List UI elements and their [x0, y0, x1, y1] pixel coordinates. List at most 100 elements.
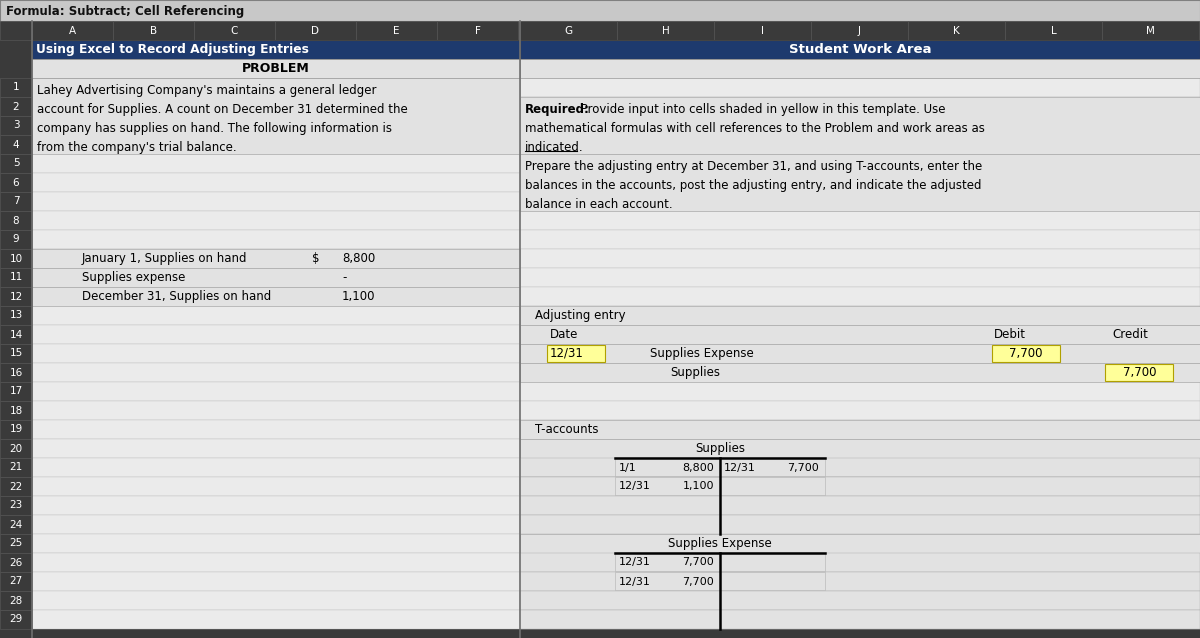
Bar [0, 116, 32, 135]
Bar [520, 610, 1200, 629]
Bar [0, 287, 32, 306]
Text: Adjusting entry: Adjusting entry [535, 309, 625, 322]
Bar [32, 515, 520, 534]
Bar [0, 325, 32, 344]
Text: Supplies Expense: Supplies Expense [650, 347, 754, 360]
Bar [275, 21, 356, 40]
Text: Supplies Expense: Supplies Expense [668, 537, 772, 550]
Text: 20: 20 [10, 443, 23, 454]
Bar [32, 382, 520, 401]
Bar [0, 192, 32, 211]
Bar [0, 553, 32, 572]
Bar [32, 268, 520, 287]
Bar [520, 515, 1200, 534]
Bar [520, 97, 1200, 116]
Text: 21: 21 [10, 463, 23, 473]
Bar [520, 420, 1200, 439]
Bar [520, 553, 1200, 572]
Bar [520, 591, 1200, 610]
Bar [520, 230, 1200, 249]
Text: Debit: Debit [994, 328, 1026, 341]
Text: J: J [858, 26, 862, 36]
Text: 12/31: 12/31 [619, 558, 650, 567]
Bar [908, 21, 1006, 40]
Text: Using Excel to Record Adjusting Entries: Using Excel to Record Adjusting Entries [36, 43, 308, 56]
Bar [32, 78, 520, 154]
Text: 4: 4 [13, 140, 19, 149]
Text: 8: 8 [13, 216, 19, 225]
Text: Credit: Credit [1112, 328, 1148, 341]
Bar [520, 59, 1200, 78]
Text: 18: 18 [10, 406, 23, 415]
Text: indicated.: indicated. [526, 141, 583, 154]
Text: Required:: Required: [526, 103, 590, 116]
Bar [811, 21, 908, 40]
Text: G: G [564, 26, 572, 36]
Bar [1105, 364, 1174, 381]
Bar [520, 477, 1200, 496]
Bar [616, 477, 720, 495]
Text: Supplies: Supplies [670, 366, 720, 379]
Bar [32, 78, 520, 97]
Bar [520, 325, 1200, 344]
Text: Formula: Subtract; Cell Referencing: Formula: Subtract; Cell Referencing [6, 4, 245, 17]
Text: 15: 15 [10, 348, 23, 359]
Bar [520, 496, 1200, 515]
Bar [520, 249, 1200, 268]
Text: F: F [474, 26, 480, 36]
Bar [0, 78, 32, 97]
Bar [356, 21, 437, 40]
Text: 14: 14 [10, 329, 23, 339]
Text: 13: 13 [10, 311, 23, 320]
Text: Date: Date [550, 328, 578, 341]
Bar [0, 458, 32, 477]
Bar [616, 553, 720, 571]
Bar [520, 21, 617, 40]
Text: 12/31: 12/31 [550, 347, 584, 360]
Bar [520, 363, 1200, 382]
Text: 23: 23 [10, 500, 23, 510]
Bar [520, 325, 1200, 344]
Text: 25: 25 [10, 538, 23, 549]
Bar [0, 610, 32, 629]
Text: Provide input into cells shaded in yellow in this template. Use: Provide input into cells shaded in yello… [577, 103, 946, 116]
Text: 1/1: 1/1 [619, 463, 637, 473]
Bar [520, 78, 1200, 97]
Bar [520, 382, 1200, 401]
Bar [0, 268, 32, 287]
Text: 19: 19 [10, 424, 23, 434]
Text: account for Supplies. A count on December 31 determined the: account for Supplies. A count on Decembe… [37, 103, 408, 116]
Bar [520, 496, 1200, 515]
Bar [520, 306, 1200, 325]
Text: 7,700: 7,700 [1008, 347, 1042, 360]
Text: Prepare the adjusting entry at December 31, and using T-accounts, enter the: Prepare the adjusting entry at December … [526, 160, 983, 173]
Text: 1: 1 [13, 82, 19, 93]
Text: 3: 3 [13, 121, 19, 131]
Text: 9: 9 [13, 235, 19, 244]
Bar [520, 287, 1200, 306]
Bar [32, 268, 520, 287]
Bar [520, 268, 1200, 287]
Bar [520, 306, 1200, 325]
Text: 7,700: 7,700 [787, 463, 818, 473]
Text: B: B [150, 26, 157, 36]
Bar [32, 325, 520, 344]
Bar [0, 382, 32, 401]
Text: 27: 27 [10, 577, 23, 586]
Text: 5: 5 [13, 158, 19, 168]
Bar [32, 477, 520, 496]
Text: E: E [394, 26, 400, 36]
Bar [617, 21, 714, 40]
Text: 29: 29 [10, 614, 23, 625]
Bar [520, 610, 1200, 629]
Bar [32, 154, 520, 173]
Text: 8,800: 8,800 [683, 463, 714, 473]
Text: December 31, Supplies on hand: December 31, Supplies on hand [82, 290, 271, 303]
Bar [720, 477, 826, 495]
Bar [32, 192, 520, 211]
Bar [32, 458, 520, 477]
Text: C: C [230, 26, 238, 36]
Bar [0, 363, 32, 382]
Bar [0, 306, 32, 325]
Bar [520, 420, 1200, 439]
